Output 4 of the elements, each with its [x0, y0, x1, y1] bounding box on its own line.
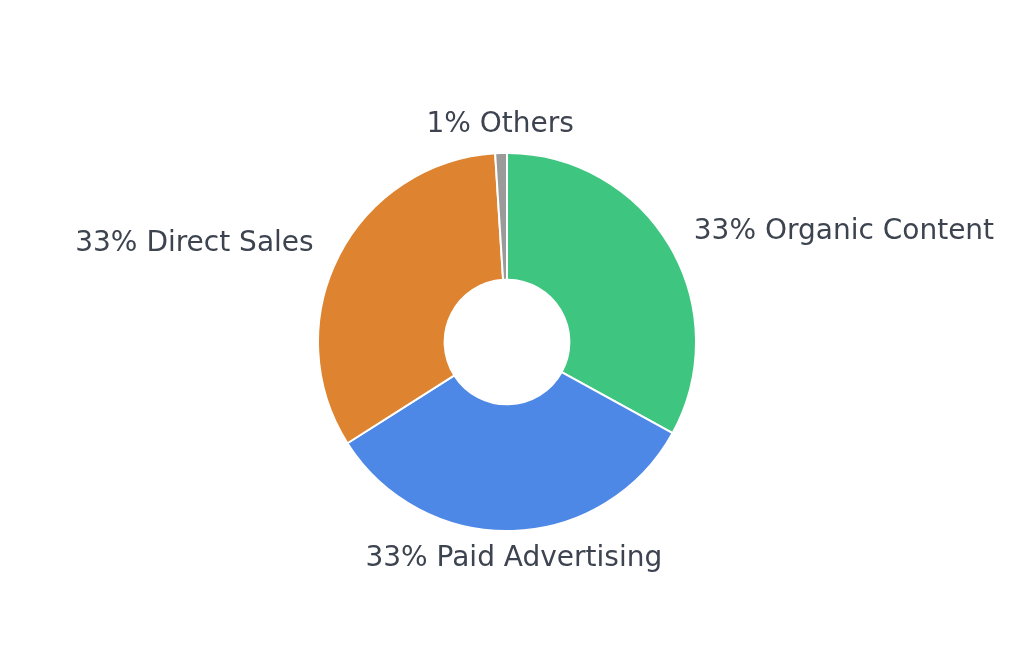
- slice-label: 33% Organic Content: [693, 212, 995, 246]
- slice-label: 1% Others: [426, 106, 574, 140]
- slice-label: 33% Paid Advertising: [365, 540, 663, 574]
- slice-label: 33% Direct Sales: [75, 224, 314, 258]
